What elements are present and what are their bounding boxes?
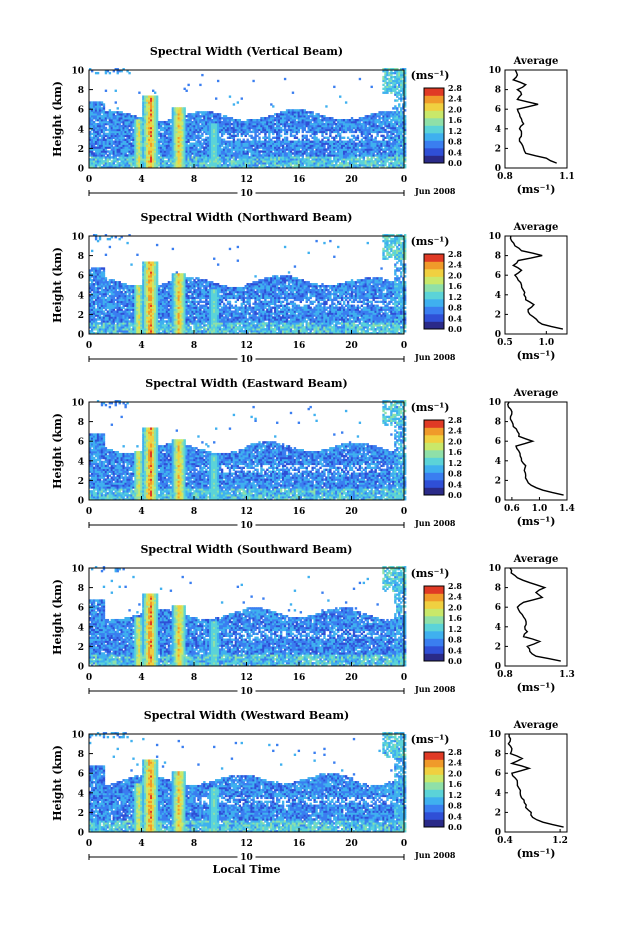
panel-0: Spectral Width (Vertical Beam)0246810Hei… — [51, 45, 575, 199]
heatmap-cell — [97, 72, 99, 74]
heatmap-cell — [187, 84, 189, 86]
heatmap-cell — [138, 92, 140, 94]
heatmap-cell — [117, 107, 119, 109]
heatmap-cell — [115, 101, 117, 103]
heatmap-cell — [156, 95, 158, 97]
heatmap-cell — [103, 103, 105, 105]
heatmap-cell — [109, 72, 111, 74]
figure: Spectral Width (Vertical Beam)0246810Hei… — [0, 0, 623, 929]
heatmap-cell — [154, 92, 156, 94]
heatmap-cell — [115, 90, 117, 92]
heatmap-cell — [184, 107, 186, 109]
heatmap-cell — [185, 90, 187, 92]
heatmap-cell — [128, 72, 130, 74]
heatmap-cells — [89, 68, 406, 168]
heatmap-cell — [105, 90, 107, 92]
panel-title: Spectral Width (Vertical Beam) — [150, 45, 343, 58]
